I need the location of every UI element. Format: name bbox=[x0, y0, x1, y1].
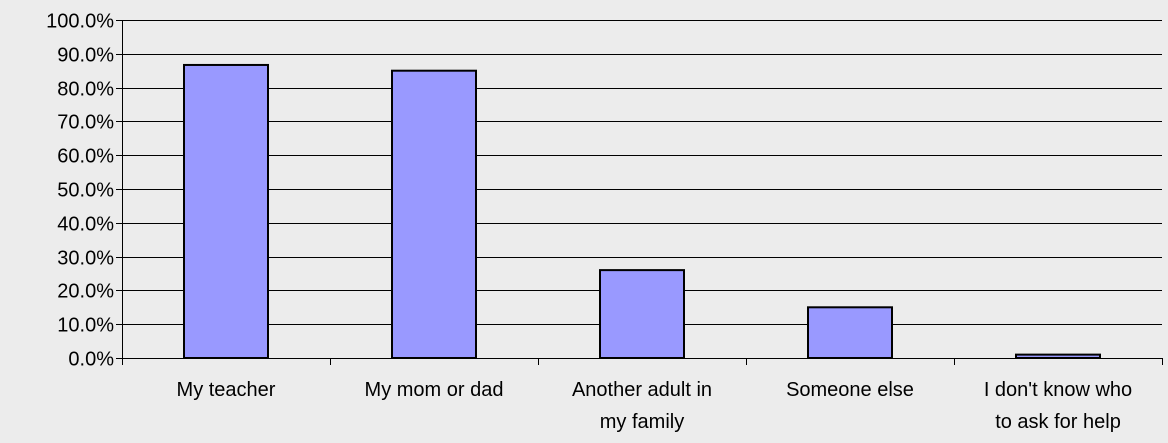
x-tick-label: Another adult in my family bbox=[572, 379, 712, 433]
bar bbox=[1015, 353, 1101, 359]
bar bbox=[183, 63, 269, 359]
x-tick-label: My mom or dad bbox=[365, 379, 504, 401]
y-tick-label: 70.0% bbox=[57, 112, 114, 134]
x-tick-label: I don't know who to ask for help bbox=[984, 379, 1132, 433]
y-tick-labels: 0.0% 10.0% 20.0% 30.0% 40.0% 50.0% 60.0% 70.0% 8… bbox=[46, 11, 114, 371]
y-tick-label: 40.0% bbox=[57, 214, 114, 236]
y-tick-label: 0.0% bbox=[68, 349, 114, 371]
y-tick-label: 90.0% bbox=[57, 45, 114, 67]
x-tick-label: Someone else bbox=[786, 379, 914, 401]
axes bbox=[116, 20, 1163, 365]
y-tick-label: 10.0% bbox=[57, 315, 114, 337]
y-tick-label: 60.0% bbox=[57, 146, 114, 168]
bar bbox=[391, 69, 477, 359]
y-tick-label: 50.0% bbox=[57, 180, 114, 202]
x-tick-labels: My teacher My mom or dad Another adult in m… bbox=[177, 379, 1133, 433]
y-tick-label: 100.0% bbox=[46, 11, 114, 33]
bar bbox=[599, 269, 685, 359]
x-tick-label: My teacher bbox=[177, 379, 276, 401]
y-tick-label: 80.0% bbox=[57, 79, 114, 101]
gridlines bbox=[122, 20, 1162, 325]
y-tick-label: 20.0% bbox=[57, 281, 114, 303]
y-tick-label: 30.0% bbox=[57, 248, 114, 270]
bar bbox=[807, 306, 893, 359]
bars bbox=[183, 63, 1101, 359]
